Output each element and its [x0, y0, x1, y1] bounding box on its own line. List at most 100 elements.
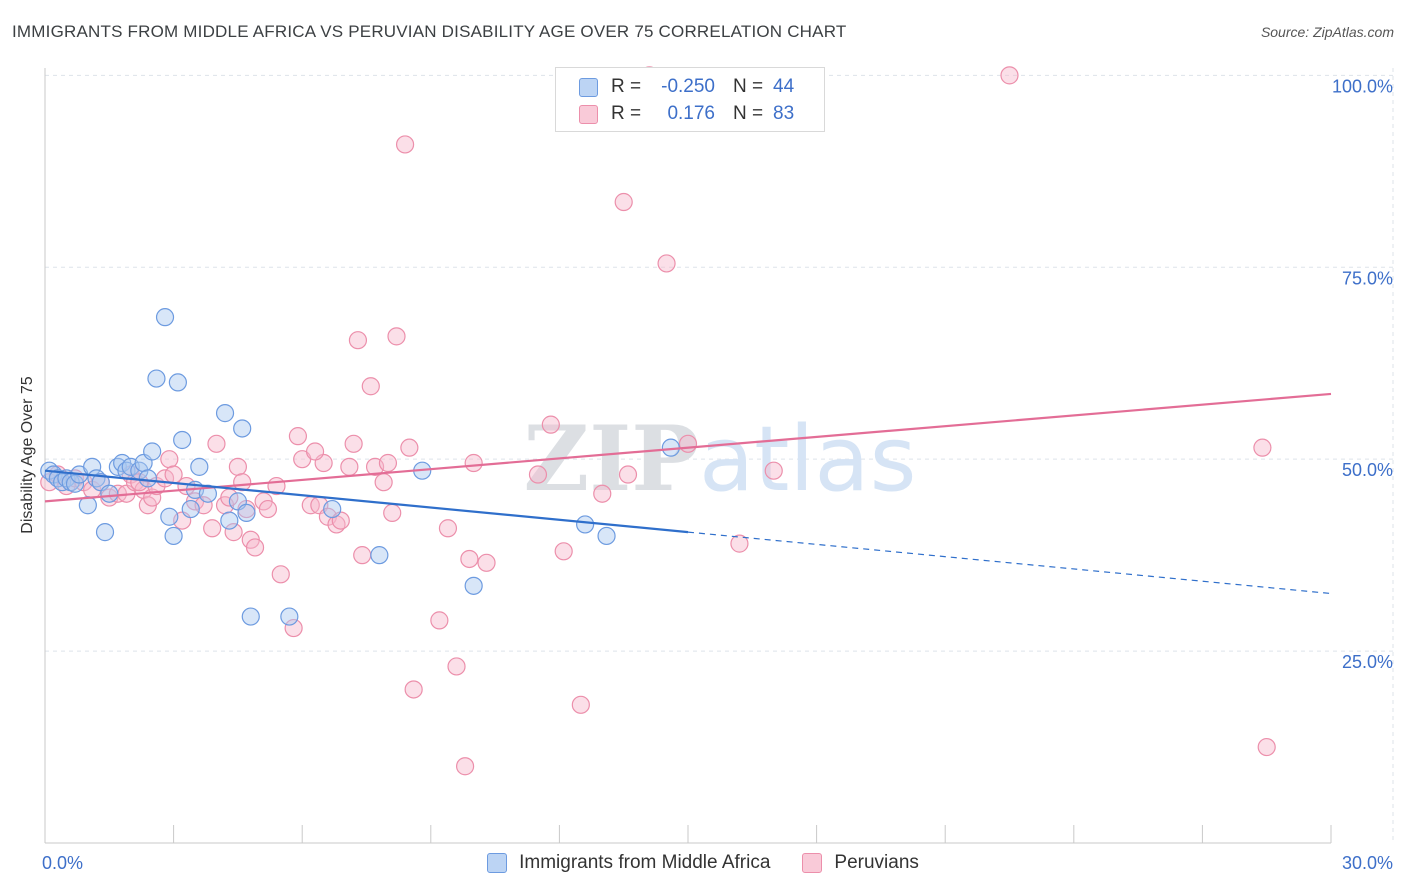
data-point: [404, 680, 423, 699]
data-point: [271, 565, 290, 584]
data-point: [155, 308, 175, 327]
legend-r-label: R =: [611, 103, 642, 124]
legend-swatch-pink: [579, 104, 598, 124]
data-point: [464, 576, 483, 595]
data-point: [258, 499, 278, 519]
data-point: [233, 473, 252, 492]
data-point: [181, 499, 200, 519]
data-point: [203, 519, 222, 538]
data-point: [143, 442, 162, 461]
data-point: [1000, 66, 1019, 85]
data-point: [100, 484, 119, 503]
data-point: [280, 607, 299, 626]
data-point: [528, 465, 548, 484]
data-point: [400, 438, 419, 457]
data-point: [228, 457, 247, 476]
legend-row-series1: R = -0.250 N = 44: [556, 74, 794, 100]
data-point: [438, 519, 458, 538]
legend-r-value: -0.250: [661, 76, 715, 97]
data-point: [477, 553, 496, 572]
legend-n-value: 44: [773, 76, 795, 97]
data-point: [597, 526, 616, 546]
legend-n-label: N =: [733, 103, 764, 124]
x-tick-label: 30.0%: [1342, 853, 1393, 873]
legend-r-label: R =: [611, 76, 642, 97]
y-tick-label: 75.0%: [1342, 268, 1393, 288]
legend-n-value: 83: [773, 103, 795, 124]
data-point: [348, 331, 368, 350]
data-point: [593, 484, 612, 503]
data-point: [541, 415, 560, 434]
data-point: [224, 523, 243, 542]
data-point: [657, 254, 676, 273]
legend-n-label: N =: [733, 76, 764, 97]
y-tick-label: 25.0%: [1342, 652, 1393, 672]
data-point: [164, 526, 183, 546]
data-point: [288, 427, 308, 446]
data-point: [190, 457, 209, 476]
data-point: [370, 546, 389, 565]
series-middle-africa: [40, 308, 680, 626]
data-point: [284, 618, 303, 638]
data-point: [220, 511, 239, 530]
legend-swatch-pink: [802, 853, 823, 873]
data-point: [730, 534, 749, 553]
data-point: [138, 469, 157, 488]
data-point: [374, 473, 393, 492]
correlation-legend: R = -0.250 N = 44 R = 0.176 N = 83: [555, 67, 825, 132]
legend-row-series2: R = 0.176 N = 83: [556, 101, 794, 127]
data-point: [305, 442, 325, 461]
data-point: [614, 192, 633, 212]
data-point: [395, 135, 415, 154]
data-point: [447, 657, 466, 676]
data-point: [464, 453, 483, 473]
data-point: [1257, 737, 1276, 757]
data-point: [173, 430, 192, 450]
data-point: [323, 499, 342, 519]
data-point: [571, 695, 590, 714]
y-tick-label: 100.0%: [1332, 76, 1393, 96]
legend-label-middle-africa: Immigrants from Middle Africa: [519, 852, 771, 873]
y-tick-label: 50.0%: [1342, 460, 1393, 480]
data-point: [160, 507, 179, 526]
data-point: [383, 503, 402, 523]
data-point: [378, 453, 398, 473]
chart-title: IMMIGRANTS FROM MIDDLE AFRICA VS PERUVIA…: [12, 22, 847, 41]
trend-line-extension: [687, 531, 1332, 595]
data-point: [95, 523, 115, 542]
legend-label-peruvians: Peruvians: [834, 852, 919, 873]
data-point: [241, 607, 260, 626]
data-point: [618, 465, 638, 484]
data-point: [147, 369, 166, 388]
data-point: [576, 515, 595, 534]
data-point: [430, 611, 449, 630]
data-point: [764, 461, 783, 480]
data-point: [1253, 438, 1272, 457]
data-point: [361, 377, 380, 396]
source-label: Source: ZipAtlas.com: [1260, 24, 1394, 40]
legend-r-value: 0.176: [667, 103, 715, 124]
data-point: [245, 538, 265, 557]
legend-swatch-blue: [579, 77, 598, 97]
legend-swatch-blue: [487, 853, 508, 873]
data-point: [455, 757, 475, 776]
series-legend: Immigrants from Middle Africa Peruvians: [0, 852, 1406, 874]
data-point: [387, 327, 406, 346]
trend-line-peruvians: [44, 392, 1332, 503]
data-point: [233, 419, 252, 438]
data-point: [168, 373, 187, 392]
data-point: [215, 404, 235, 423]
data-point: [460, 549, 479, 569]
data-point: [344, 434, 363, 453]
legend-item-peruvians: Peruvians: [802, 852, 919, 874]
data-point: [207, 434, 226, 453]
data-point: [340, 457, 359, 476]
data-point: [678, 434, 698, 453]
trend-line-middle-africa: [44, 469, 689, 534]
data-point: [237, 503, 256, 523]
data-point: [65, 474, 85, 493]
watermark: ZIPatlas: [524, 406, 917, 512]
x-tick-label: 0.0%: [42, 853, 83, 873]
data-point: [160, 450, 179, 469]
